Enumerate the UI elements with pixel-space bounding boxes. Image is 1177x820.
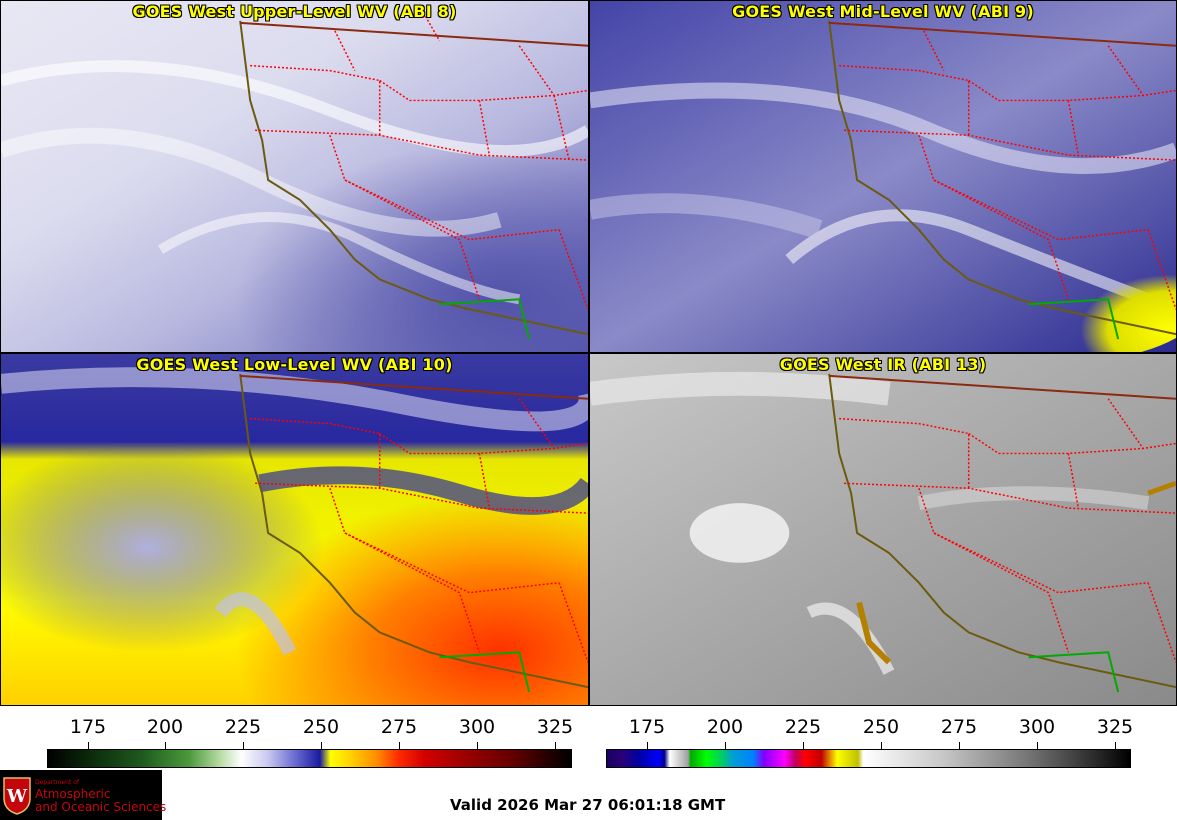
svg-text:W: W [6, 786, 28, 807]
colorbar-wv-tick: 175 [69, 716, 107, 738]
colorbar-ir-tick: 225 [784, 716, 822, 738]
aos-logo: W Department of Atmospheric and Oceanic … [0, 770, 166, 820]
colorbar-wv-tick: 250 [302, 716, 340, 738]
satellite-image-upper [1, 1, 588, 352]
colorbar-ir-tick: 175 [628, 716, 666, 738]
colorbar-ir-tick: 250 [862, 716, 900, 738]
colorbar-ir: 175 200 225 250 275 300 325 [606, 716, 1134, 772]
colorbar-ir-tick: 300 [1018, 716, 1056, 738]
panel-title-ir: GOES West IR (ABI 13) [779, 355, 987, 374]
colorbar-wv-ticks: 175 200 225 250 275 300 325 [47, 716, 574, 750]
panel-mid-level-wv: GOES West Mid-Level WV (ABI 9) [589, 0, 1177, 353]
colorbar-ir-tick: 275 [940, 716, 978, 738]
panel-upper-level-wv: GOES West Upper-Level WV (ABI 8) [0, 0, 589, 353]
satellite-image-ir [590, 354, 1176, 705]
satellite-image-low [1, 354, 588, 705]
colorbar-ir-tick: 325 [1096, 716, 1134, 738]
uw-crest-icon: W [3, 777, 31, 815]
panel-low-level-wv: GOES West Low-Level WV (ABI 10) [0, 353, 589, 706]
logo-name-line2: and Oceanic Sciences [35, 800, 167, 814]
logo-name-line1: Atmospheric [35, 787, 111, 801]
colorbar-ir-ticks: 175 200 225 250 275 300 325 [606, 716, 1134, 750]
colorbar-ir-gradient [606, 749, 1131, 768]
panel-ir: GOES West IR (ABI 13) [589, 353, 1177, 706]
panel-title-mid: GOES West Mid-Level WV (ABI 9) [732, 2, 1034, 21]
colorbar-wv-tick: 200 [146, 716, 184, 738]
colorbar-ir-tick: 200 [706, 716, 744, 738]
colorbar-wv-tick: 325 [536, 716, 574, 738]
logo-dept-text: Department of [35, 779, 79, 786]
panel-title-low: GOES West Low-Level WV (ABI 10) [136, 355, 453, 374]
satellite-image-mid [590, 1, 1176, 352]
colorbar-wv-tick: 225 [224, 716, 262, 738]
colorbar-wv-tick: 300 [458, 716, 496, 738]
colorbar-wv-gradient [47, 749, 572, 768]
valid-time-label: Valid 2026 Mar 27 06:01:18 GMT [450, 796, 726, 814]
colorbar-wv: 175 200 225 250 275 300 325 [47, 716, 574, 772]
colorbar-wv-tick: 275 [380, 716, 418, 738]
panel-title-upper: GOES West Upper-Level WV (ABI 8) [132, 2, 457, 21]
